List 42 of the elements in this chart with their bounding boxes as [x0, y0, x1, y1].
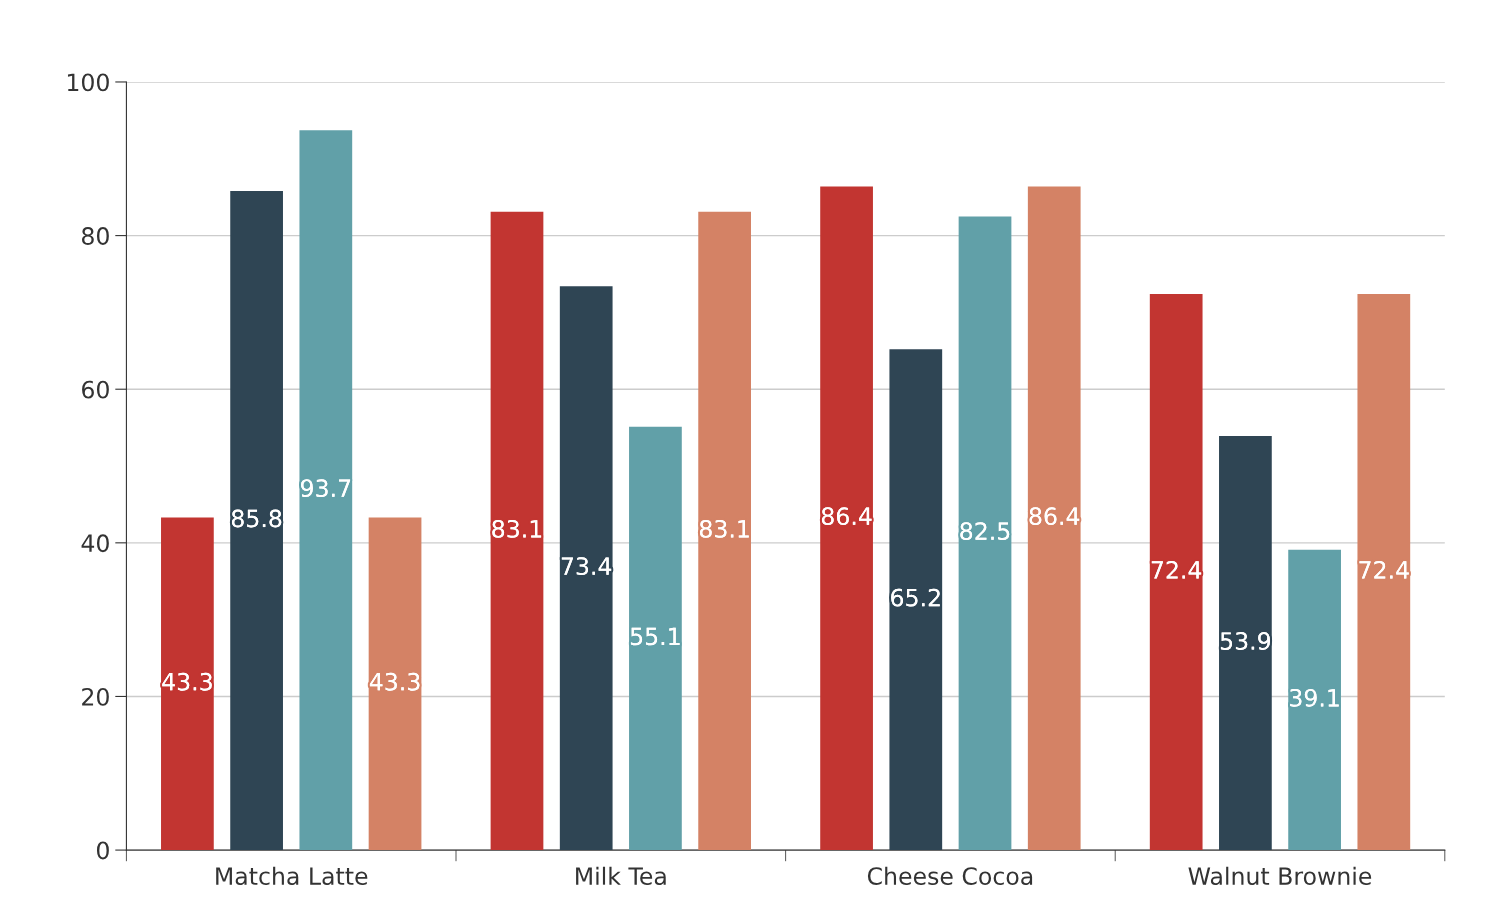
bar — [161, 517, 214, 851]
data-label: 83.1 — [699, 519, 749, 538]
data-label: 93.7 — [301, 479, 351, 498]
bar — [629, 426, 682, 851]
data-label: 53.9 — [1220, 632, 1271, 650]
data-label: 83.1 — [492, 519, 542, 538]
data-label: 73.4 — [561, 557, 612, 576]
x-tick-label: Milk Tea — [576, 866, 666, 886]
data-label: 72.4 — [1359, 561, 1409, 579]
bar — [368, 517, 422, 851]
data-label: 86.4 — [1029, 507, 1080, 526]
bar — [820, 186, 873, 851]
data-label: 39.1 — [1290, 688, 1339, 707]
data-label: 43.3 — [162, 672, 212, 691]
data-label: 85.8 — [231, 509, 282, 528]
data-label: 43.3 — [369, 672, 420, 691]
x-tick-label: Cheese Cocoa — [867, 866, 1033, 886]
bar — [559, 286, 613, 851]
bar — [1149, 293, 1203, 851]
data-label: 82.5 — [960, 522, 1010, 541]
y-tick-label: 100 — [67, 73, 109, 92]
y-tick-label: 80 — [82, 227, 109, 245]
bar — [889, 349, 943, 851]
y-tick-label: 0 — [96, 841, 109, 860]
x-tick-label: Walnut Brownie — [1188, 866, 1372, 886]
bar — [230, 191, 283, 851]
y-tick-label: 20 — [82, 687, 109, 706]
bar — [490, 211, 544, 851]
bar — [698, 211, 751, 851]
y-tick-label: 40 — [81, 534, 109, 553]
data-label: 55.1 — [630, 627, 680, 646]
data-label: 86.4 — [821, 507, 872, 526]
x-tick-label: Matcha Latte — [216, 866, 368, 886]
data-label: 72.4 — [1151, 561, 1202, 579]
bar — [958, 216, 1012, 851]
data-label: 65.2 — [891, 588, 940, 607]
bar — [1219, 436, 1272, 851]
bar — [299, 130, 353, 851]
bar — [1288, 549, 1341, 851]
bar — [1027, 186, 1081, 851]
y-tick-label: 60 — [82, 380, 109, 399]
bar — [1357, 293, 1411, 851]
